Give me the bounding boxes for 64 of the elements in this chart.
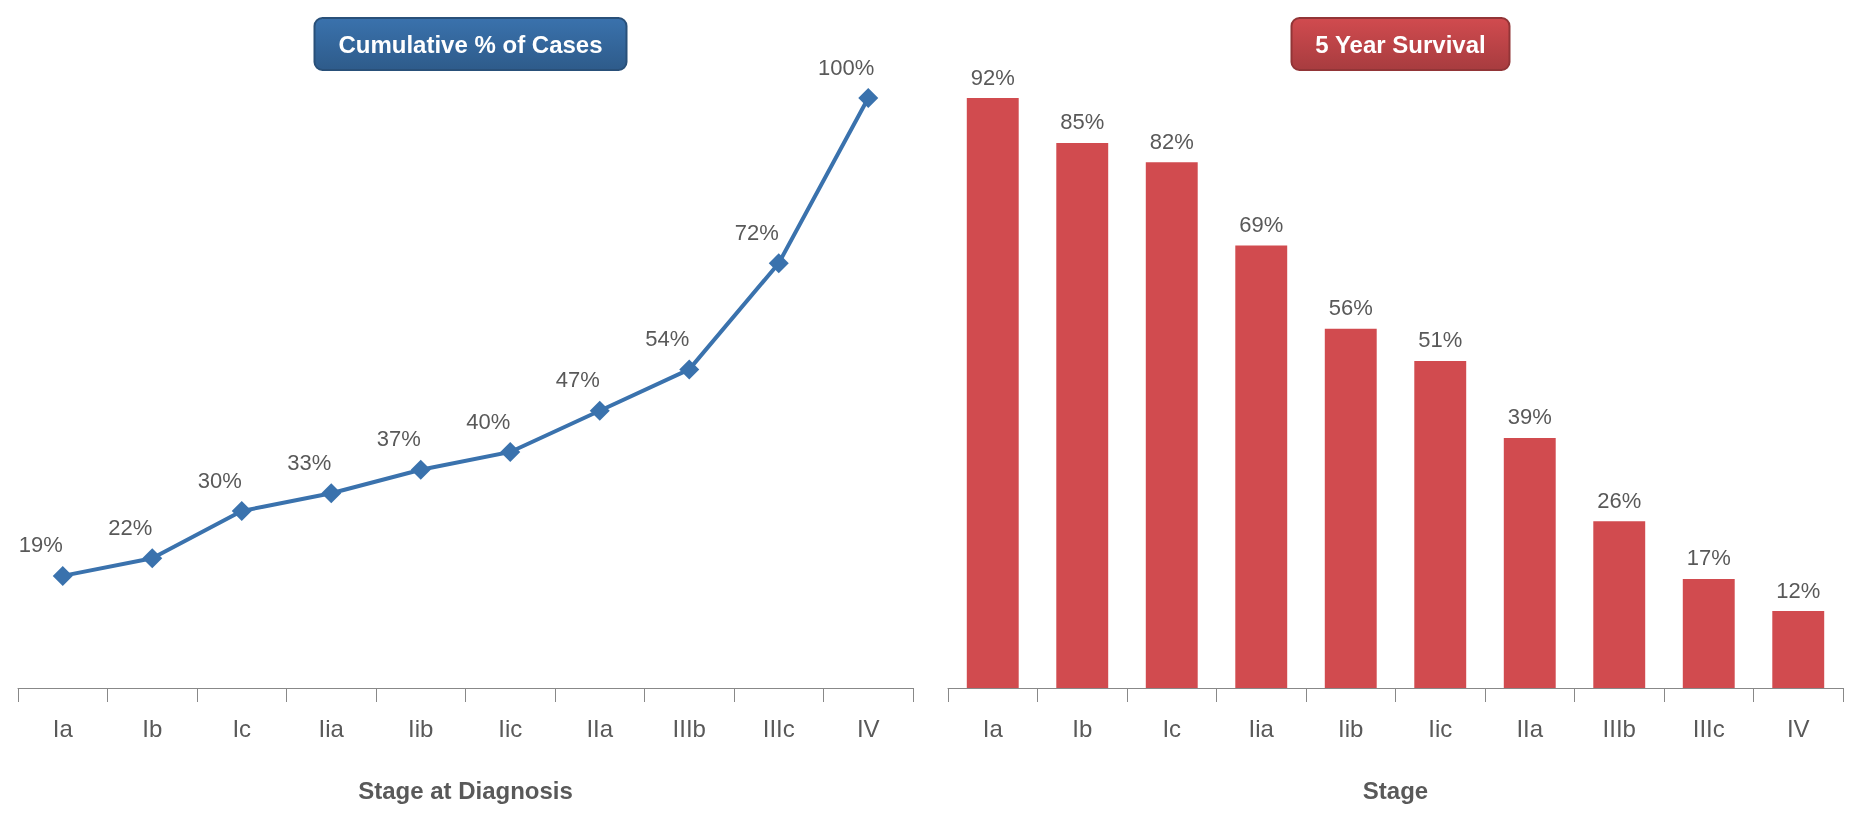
data-label: 47% <box>555 367 600 393</box>
x-tick-label: IIIc <box>762 714 795 742</box>
point <box>231 501 252 521</box>
point <box>768 253 789 274</box>
x-tick-label: IV <box>856 714 880 742</box>
chart-title: Cumulative % of Cases <box>338 30 603 58</box>
point <box>679 359 700 380</box>
x-tick-label: IIa <box>586 714 614 742</box>
x-tick-label: Ia <box>982 714 1004 742</box>
data-label: 100% <box>818 54 875 80</box>
bar <box>1503 437 1556 688</box>
data-label: 54% <box>645 325 690 351</box>
data-label: 72% <box>734 219 779 245</box>
point <box>858 88 879 108</box>
bar <box>1145 162 1198 688</box>
data-label: 33% <box>287 449 332 475</box>
x-tick-label: Iia <box>318 714 345 742</box>
data-label: 30% <box>197 467 242 493</box>
x-tick-label: IIIc <box>1692 714 1725 742</box>
data-label: 26% <box>1597 487 1642 513</box>
x-axis-title: Stage at Diagnosis <box>358 776 573 804</box>
x-tick-label: Iia <box>1248 714 1275 742</box>
data-label: 22% <box>108 514 153 540</box>
x-tick-label: Ic <box>232 714 252 742</box>
bar <box>966 98 1019 688</box>
x-tick-label: IIIb <box>1602 714 1636 742</box>
point <box>589 400 610 421</box>
data-label: 37% <box>376 426 421 452</box>
x-tick-label: Iib <box>1338 714 1364 742</box>
bar <box>1772 611 1825 688</box>
point <box>52 565 73 586</box>
bar <box>1324 328 1377 688</box>
point <box>500 442 521 462</box>
bar <box>1414 360 1467 688</box>
x-tick-label: Iic <box>498 714 523 742</box>
x-tick-label: Iib <box>408 714 434 742</box>
point <box>142 548 163 569</box>
bar <box>1235 245 1288 688</box>
point <box>410 459 431 480</box>
bar <box>1682 578 1735 688</box>
data-label: 92% <box>970 64 1015 90</box>
x-tick-label: IIIb <box>672 714 706 742</box>
x-axis-title: Stage <box>1362 776 1429 804</box>
bar <box>1593 521 1646 688</box>
x-tick-label: Ia <box>52 714 74 742</box>
data-label: 56% <box>1328 295 1373 321</box>
data-label: 69% <box>1239 212 1284 237</box>
data-label: 82% <box>1149 128 1194 154</box>
data-label: 12% <box>1776 577 1821 603</box>
bar <box>1056 142 1109 688</box>
data-label: 39% <box>1507 404 1552 430</box>
x-tick-label: Iic <box>1428 714 1453 742</box>
point <box>321 483 342 504</box>
x-tick-label: IIa <box>1516 714 1544 742</box>
x-tick-label: Ic <box>1162 714 1182 742</box>
data-label: 51% <box>1418 327 1463 353</box>
chart-title: 5 Year Survival <box>1315 30 1486 58</box>
x-tick-label: IV <box>1786 714 1810 742</box>
x-tick-label: Ib <box>142 714 163 742</box>
data-label: 17% <box>1686 545 1731 571</box>
data-label: 40% <box>466 408 511 434</box>
x-tick-label: Ib <box>1072 714 1093 742</box>
data-label: 85% <box>1060 109 1105 135</box>
data-label: 19% <box>18 532 63 558</box>
